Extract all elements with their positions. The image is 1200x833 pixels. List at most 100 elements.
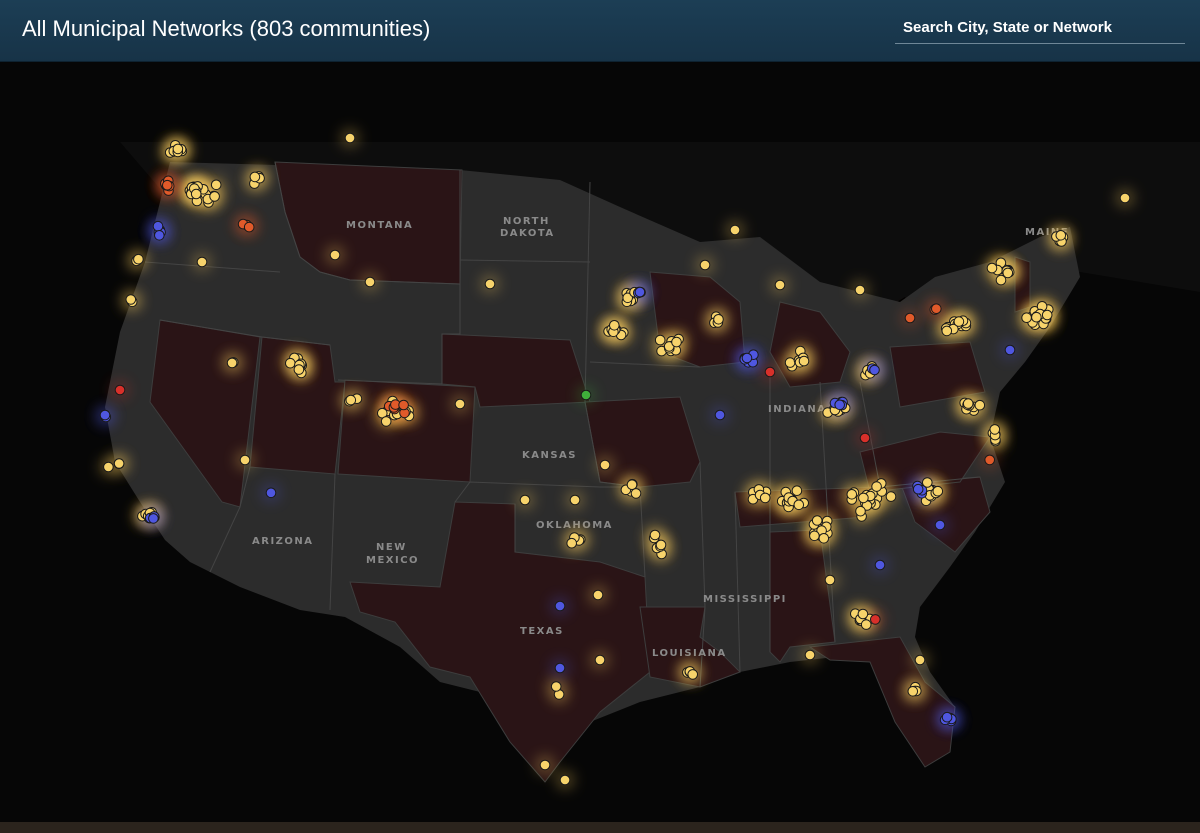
network-marker-network[interactable] [454,398,466,410]
network-marker-cooperative[interactable] [265,487,277,499]
network-marker-cooperative[interactable] [148,513,159,524]
network-marker-network[interactable] [380,416,392,427]
network-marker-network[interactable] [172,143,184,155]
network-marker-network[interactable] [239,454,251,466]
network-marker-network[interactable] [846,489,858,500]
network-marker-network[interactable] [798,355,810,367]
network-marker-network[interactable] [1002,267,1014,279]
network-marker-network[interactable] [671,336,682,348]
network-marker-cooperative[interactable] [741,352,753,364]
network-marker-network[interactable] [1031,311,1042,323]
network-marker-network[interactable] [209,191,220,202]
network-marker-network[interactable] [791,485,803,497]
network-marker-cooperative[interactable] [874,559,886,571]
network-marker-network[interactable] [226,357,238,369]
network-marker-restricted[interactable] [931,303,942,314]
network-marker-network[interactable] [133,253,144,265]
network-marker-network[interactable] [1041,309,1053,321]
network-marker-blocked[interactable] [764,366,776,378]
network-marker-restricted[interactable] [398,399,409,411]
network-marker-network[interactable] [329,249,341,261]
network-marker-network[interactable] [113,458,125,469]
network-marker-network[interactable] [860,619,872,630]
marker-layer[interactable] [99,132,1131,786]
network-marker-network[interactable] [609,320,620,331]
us-map[interactable]: MONTANA NORTH DAKOTA KANSAS OKLAHOMA ARI… [0,62,1200,822]
network-marker-network[interactable] [249,171,261,183]
network-marker-network[interactable] [622,292,634,304]
network-marker-cooperative[interactable] [554,600,566,612]
network-marker-network[interactable] [190,188,202,200]
network-marker-network[interactable] [824,574,836,586]
network-marker-network[interactable] [932,485,944,497]
network-marker-network[interactable] [539,759,551,771]
network-marker-network[interactable] [293,364,305,375]
network-marker-network[interactable] [713,313,724,325]
network-marker-network[interactable] [854,284,866,296]
network-marker-restricted[interactable] [904,312,916,324]
network-marker-blocked[interactable] [859,432,871,444]
map-canvas[interactable]: MONTANA NORTH DAKOTA KANSAS OKLAHOMA ARI… [0,62,1200,822]
network-marker-cooperative[interactable] [1004,344,1016,356]
network-marker-network[interactable] [1021,312,1032,323]
network-marker-other[interactable] [580,389,592,401]
network-marker-network[interactable] [818,533,830,544]
network-marker-network[interactable] [784,357,796,368]
network-marker-cooperative[interactable] [834,399,846,411]
search-input[interactable] [895,12,1185,42]
network-marker-network[interactable] [630,488,642,499]
network-marker-network[interactable] [559,774,571,786]
network-marker-network[interactable] [103,461,114,473]
network-marker-network[interactable] [914,654,926,666]
network-marker-network[interactable] [699,259,711,271]
network-marker-network[interactable] [654,334,666,346]
network-marker-network[interactable] [804,649,816,661]
network-marker-cooperative[interactable] [934,519,946,531]
network-marker-network[interactable] [484,278,496,290]
network-marker-network[interactable] [871,481,882,492]
network-marker-network[interactable] [519,494,531,506]
network-marker-network[interactable] [885,491,897,502]
network-marker-network[interactable] [986,262,998,274]
network-marker-network[interactable] [995,274,1007,286]
network-marker-network[interactable] [729,224,741,236]
network-marker-restricted[interactable] [162,179,173,191]
network-marker-network[interactable] [592,589,604,601]
network-marker-cooperative[interactable] [99,409,111,421]
network-marker-network[interactable] [1055,230,1067,241]
network-marker-network[interactable] [626,479,638,491]
network-marker-network[interactable] [566,537,578,549]
network-marker-network[interactable] [855,505,866,517]
network-marker-network[interactable] [907,686,919,697]
network-marker-network[interactable] [858,492,869,504]
network-marker-network[interactable] [857,608,869,620]
network-marker-cooperative[interactable] [941,711,953,723]
network-marker-network[interactable] [345,394,357,406]
network-marker-network[interactable] [285,357,296,369]
network-marker-cooperative[interactable] [714,409,726,421]
network-marker-network[interactable] [962,398,974,409]
network-marker-network[interactable] [569,494,581,506]
network-marker-network[interactable] [941,325,953,337]
network-marker-blocked[interactable] [870,614,881,625]
network-marker-network[interactable] [364,276,376,288]
network-marker-network[interactable] [811,515,823,526]
network-marker-network[interactable] [989,424,1001,435]
network-marker-restricted[interactable] [984,454,996,466]
network-marker-network[interactable] [759,492,771,504]
network-marker-restricted[interactable] [243,221,255,233]
network-marker-network[interactable] [687,669,699,680]
network-marker-network[interactable] [125,294,137,305]
network-marker-cooperative[interactable] [154,230,165,241]
network-marker-network[interactable] [344,132,356,144]
network-marker-cooperative[interactable] [554,662,566,674]
network-marker-network[interactable] [1119,192,1131,204]
network-marker-cooperative[interactable] [912,483,924,495]
network-marker-network[interactable] [196,256,208,268]
network-marker-network[interactable] [793,499,805,511]
network-marker-network[interactable] [809,530,820,542]
network-marker-network[interactable] [974,399,986,411]
network-marker-network[interactable] [922,477,933,488]
network-marker-cooperative[interactable] [152,220,164,232]
network-marker-blocked[interactable] [114,384,126,396]
